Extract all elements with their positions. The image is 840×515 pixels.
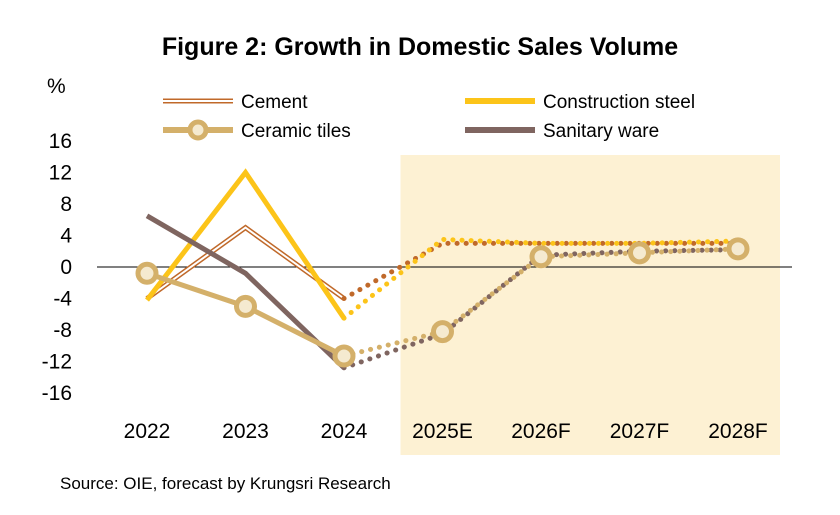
data-point-marker bbox=[628, 241, 651, 265]
x-tick-label: 2027F bbox=[610, 420, 670, 443]
y-tick-label: -16 bbox=[42, 382, 72, 405]
y-axis-ticks: 16 12 8 4 0 -4 -8 -12 -16 bbox=[42, 130, 73, 405]
series-line-historical bbox=[145, 213, 346, 370]
y-tick-label: 16 bbox=[49, 130, 72, 153]
x-tick-label: 2026F bbox=[511, 420, 571, 443]
chart-title: Figure 2: Growth in Domestic Sales Volum… bbox=[162, 33, 678, 61]
x-tick-label: 2028F bbox=[708, 420, 768, 443]
data-point-marker bbox=[431, 320, 454, 344]
y-tick-label: -4 bbox=[53, 288, 72, 311]
data-point-marker bbox=[529, 245, 553, 269]
y-tick-label: 8 bbox=[60, 193, 72, 216]
legend-label: Cement bbox=[241, 92, 308, 113]
y-tick-label: 0 bbox=[60, 256, 72, 279]
series-line-historical bbox=[145, 168, 347, 320]
data-point-marker bbox=[332, 344, 356, 368]
data-point-marker bbox=[234, 294, 257, 318]
legend-item: Sanitary ware bbox=[465, 121, 659, 142]
x-tick-label: 2022 bbox=[124, 420, 171, 443]
legend-item: Cement bbox=[163, 92, 308, 113]
data-point-marker bbox=[135, 261, 159, 285]
legend-label: Ceramic tiles bbox=[241, 121, 351, 142]
x-tick-label: 2023 bbox=[222, 420, 269, 443]
series-ceramic-tiles bbox=[135, 237, 750, 368]
y-tick-label: -8 bbox=[53, 319, 72, 342]
series-line-inner bbox=[146, 226, 345, 300]
legend-item: Ceramic tiles bbox=[163, 119, 351, 142]
series-layer bbox=[135, 168, 750, 371]
x-tick-label: 2024 bbox=[321, 420, 368, 443]
y-tick-label: 12 bbox=[49, 162, 72, 185]
x-tick-label: 2025E bbox=[412, 420, 473, 443]
legend-item: Construction steel bbox=[465, 92, 695, 113]
y-tick-label: -12 bbox=[42, 351, 72, 374]
series-construction-steel bbox=[145, 168, 741, 321]
forecast-band bbox=[400, 155, 780, 455]
x-axis-ticks: 2022 2023 2024 2025E 2026F 2027F 2028F bbox=[124, 420, 768, 443]
data-point-marker bbox=[726, 237, 750, 261]
y-tick-label: 4 bbox=[60, 225, 72, 248]
series-line-forecast bbox=[341, 240, 741, 301]
y-axis-unit: % bbox=[47, 75, 66, 98]
legend-label: Construction steel bbox=[543, 92, 695, 113]
series-cement bbox=[145, 224, 741, 301]
source-note: Source: OIE, forecast by Krungsri Resear… bbox=[60, 474, 391, 493]
legend-marker bbox=[187, 119, 209, 141]
legend-label: Sanitary ware bbox=[543, 121, 659, 142]
series-line-forecast bbox=[341, 236, 741, 321]
legend: Cement Construction steel Ceramic tiles San… bbox=[163, 92, 695, 142]
